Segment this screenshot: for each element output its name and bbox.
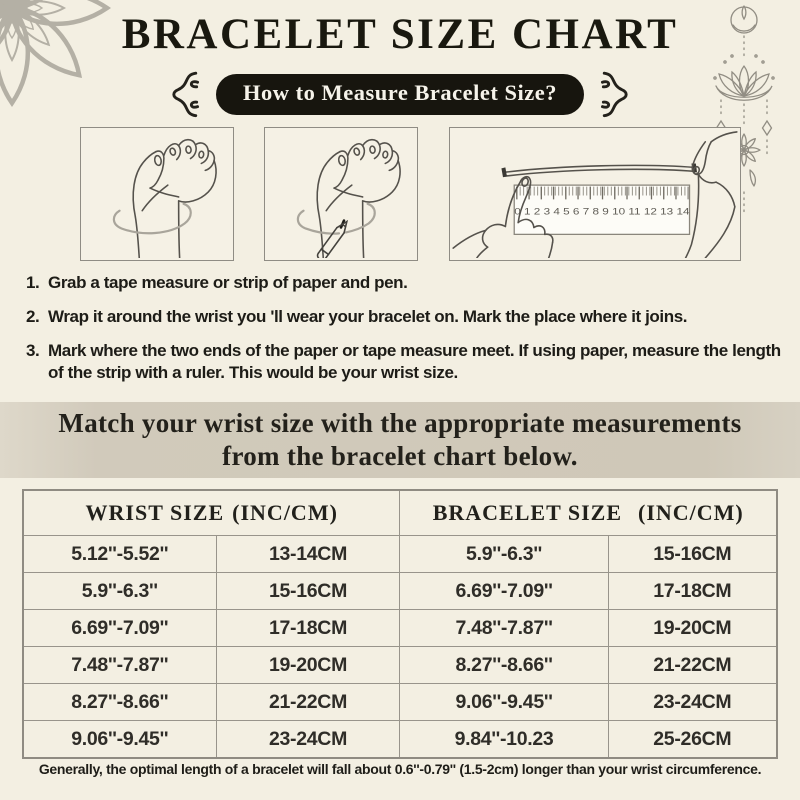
- illustration-wrap-tape-around-wrist: [80, 127, 234, 261]
- ruler-numbers: 0 1 2 3 4 5 6 7 8 9 10 11 12 13 14: [514, 207, 689, 217]
- step-2: 2. Wrap it around the wrist you 'll wear…: [26, 306, 788, 328]
- table-cell: 9.06''-9.45'': [399, 683, 609, 721]
- measuring-steps: 1. Grab a tape measure or strip of paper…: [26, 272, 788, 396]
- how-to-illustrations: 0 1 2 3 4 5 6 7 8 9 10 11 12 13 14: [80, 127, 741, 261]
- step-text: Mark where the two ends of the paper or …: [48, 341, 781, 382]
- table-row: 6.69''-7.09'' 17-18CM 7.48''-7.87'' 19-2…: [22, 609, 778, 647]
- table-cell: 21-22CM: [215, 683, 401, 721]
- table-row: 8.27''-8.66'' 21-22CM 9.06''-9.45'' 23-2…: [22, 683, 778, 721]
- table-cell: 25-26CM: [607, 720, 778, 759]
- table-cell: 8.27''-8.66'': [22, 683, 217, 721]
- step-number: 3.: [26, 341, 40, 360]
- banner-pill: How to Measure Bracelet Size?: [216, 73, 584, 115]
- step-text: Grab a tape measure or strip of paper an…: [48, 273, 408, 292]
- step-number: 2.: [26, 307, 40, 326]
- table-cell: 19-20CM: [215, 646, 401, 684]
- table-row: 5.12''-5.52'' 13-14CM 5.9''-6.3'' 15-16C…: [22, 535, 778, 573]
- illustration-mark-wrist-with-pen: [264, 127, 418, 261]
- table-cell: 19-20CM: [607, 609, 778, 647]
- step-1: 1. Grab a tape measure or strip of paper…: [26, 272, 788, 294]
- table-cell: 5.9''-6.3'': [399, 535, 609, 573]
- table-cell: 15-16CM: [215, 572, 401, 610]
- optimal-length-note: Generally, the optimal length of a brace…: [38, 761, 762, 777]
- step-3: 3. Mark where the two ends of the paper …: [26, 340, 788, 384]
- mandala-flower-icon: [0, 0, 112, 108]
- band-line-1: Match your wrist size with the appropria…: [58, 408, 742, 438]
- size-chart-table: WRIST SIZE (INC/CM) BRACELET SIZE (INC/CM)…: [22, 489, 778, 759]
- table-cell: 23-24CM: [607, 683, 778, 721]
- match-instruction-band: Match your wrist size with the appropria…: [0, 402, 800, 478]
- illustration-measure-strip-with-ruler: 0 1 2 3 4 5 6 7 8 9 10 11 12 13 14: [449, 127, 741, 261]
- table-cell: 8.27''-8.66'': [399, 646, 609, 684]
- band-line-2: from the bracelet chart below.: [222, 441, 578, 471]
- squiggle-left-icon: [172, 71, 200, 118]
- table-cell: 15-16CM: [607, 535, 778, 573]
- step-text: Wrap it around the wrist you 'll wear yo…: [48, 307, 688, 326]
- table-cell: 9.06''-9.45'': [22, 720, 217, 759]
- table-cell: 5.12''-5.52'': [22, 535, 217, 573]
- page-title: BRACELET SIZE CHART: [121, 11, 679, 58]
- table-cell: 6.69''-7.09'': [22, 609, 217, 647]
- table-cell: 5.9''-6.3'': [22, 572, 217, 610]
- table-cell: 23-24CM: [215, 720, 401, 759]
- table-cell: 17-18CM: [215, 609, 401, 647]
- table-cell: 21-22CM: [607, 646, 778, 684]
- how-to-measure-banner: How to Measure Bracelet Size?: [0, 69, 800, 119]
- table-cell: 7.48''-7.87'': [399, 609, 609, 647]
- table-cell: 17-18CM: [607, 572, 778, 610]
- table-row: 9.06''-9.45'' 23-24CM 9.84''-10.23 25-26…: [22, 720, 778, 759]
- table-cell: 9.84''-10.23: [399, 720, 609, 759]
- step-number: 1.: [26, 273, 40, 292]
- table-cell: 6.69''-7.09'': [399, 572, 609, 610]
- table-cell: 7.48''-7.87'': [22, 646, 217, 684]
- table-row: 7.48''-7.87'' 19-20CM 8.27''-8.66'' 21-2…: [22, 646, 778, 684]
- wrist-size-header: WRIST SIZE (INC/CM): [22, 489, 401, 536]
- squiggle-right-icon: [600, 71, 628, 118]
- table-cell: 13-14CM: [215, 535, 401, 573]
- table-header-row: WRIST SIZE (INC/CM) BRACELET SIZE (INC/CM): [22, 489, 778, 536]
- table-row: 5.9''-6.3'' 15-16CM 6.69''-7.09'' 17-18C…: [22, 572, 778, 610]
- bracelet-size-header: BRACELET SIZE (INC/CM): [399, 489, 778, 536]
